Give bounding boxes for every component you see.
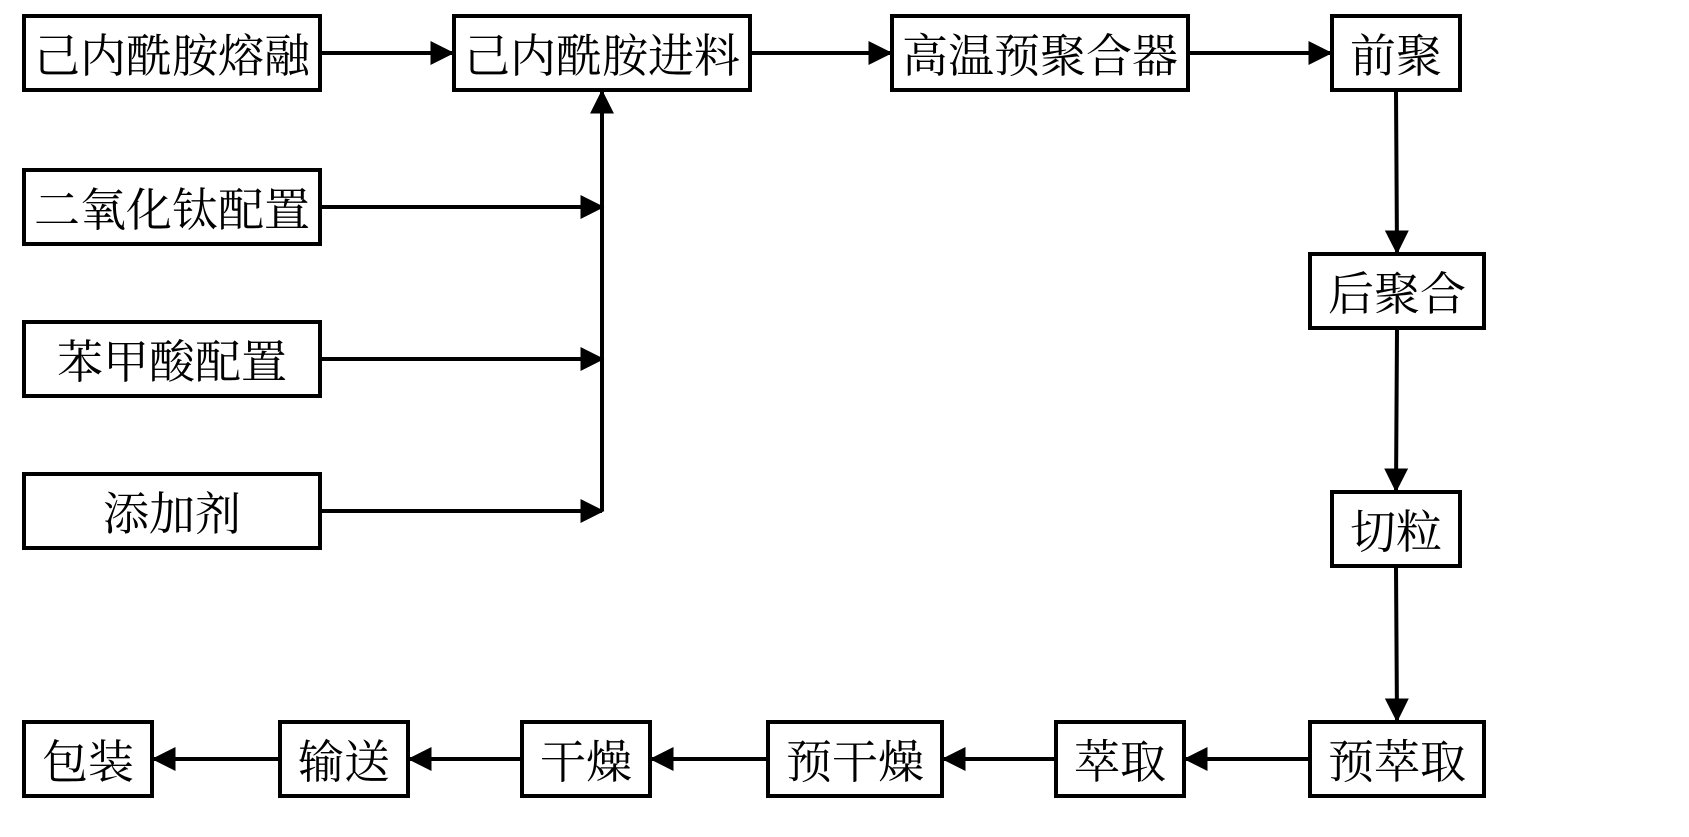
flow-node-label: 己内酰胺熔融 [34, 30, 310, 76]
flow-node-label: 萃取 [1074, 736, 1166, 782]
flow-node-n6: 苯甲酸配置 [22, 320, 322, 398]
flow-node-n4: 前聚 [1330, 14, 1462, 92]
edges-layer [0, 0, 1689, 837]
flow-node-label: 添加剂 [103, 488, 241, 534]
flow-node-label: 己内酰胺进料 [464, 30, 740, 76]
flow-node-n14: 输送 [278, 720, 410, 798]
flow-node-n2: 己内酰胺进料 [452, 14, 752, 92]
flow-node-n1: 己内酰胺熔融 [22, 14, 322, 92]
flow-node-label: 切粒 [1350, 506, 1442, 552]
flow-node-n13: 干燥 [520, 720, 652, 798]
flow-node-n12: 预干燥 [766, 720, 944, 798]
flow-node-n7: 添加剂 [22, 472, 322, 550]
flow-node-label: 预干燥 [786, 736, 924, 782]
flow-node-label: 输送 [298, 736, 390, 782]
flow-node-n3: 高温预聚合器 [890, 14, 1190, 92]
flow-node-n8: 后聚合 [1308, 252, 1486, 330]
flow-node-label: 苯甲酸配置 [57, 336, 287, 382]
flow-node-n11: 萃取 [1054, 720, 1186, 798]
flow-node-label: 前聚 [1350, 30, 1442, 76]
flow-node-n15: 包装 [22, 720, 154, 798]
flow-node-n5: 二氧化钛配置 [22, 168, 322, 246]
flow-node-n9: 切粒 [1330, 490, 1462, 568]
flow-node-label: 包装 [42, 736, 134, 782]
flow-node-label: 后聚合 [1328, 268, 1466, 314]
flow-node-label: 高温预聚合器 [902, 30, 1178, 76]
flowchart-canvas: 己内酰胺熔融 己内酰胺进料 高温预聚合器 前聚二氧化钛配置苯甲酸配置添加剂 后聚合切粒预… [0, 0, 1689, 837]
flow-node-label: 预萃取 [1328, 736, 1466, 782]
flow-node-label: 干燥 [540, 736, 632, 782]
flow-node-label: 二氧化钛配置 [34, 184, 310, 230]
flow-node-n10: 预萃取 [1308, 720, 1486, 798]
